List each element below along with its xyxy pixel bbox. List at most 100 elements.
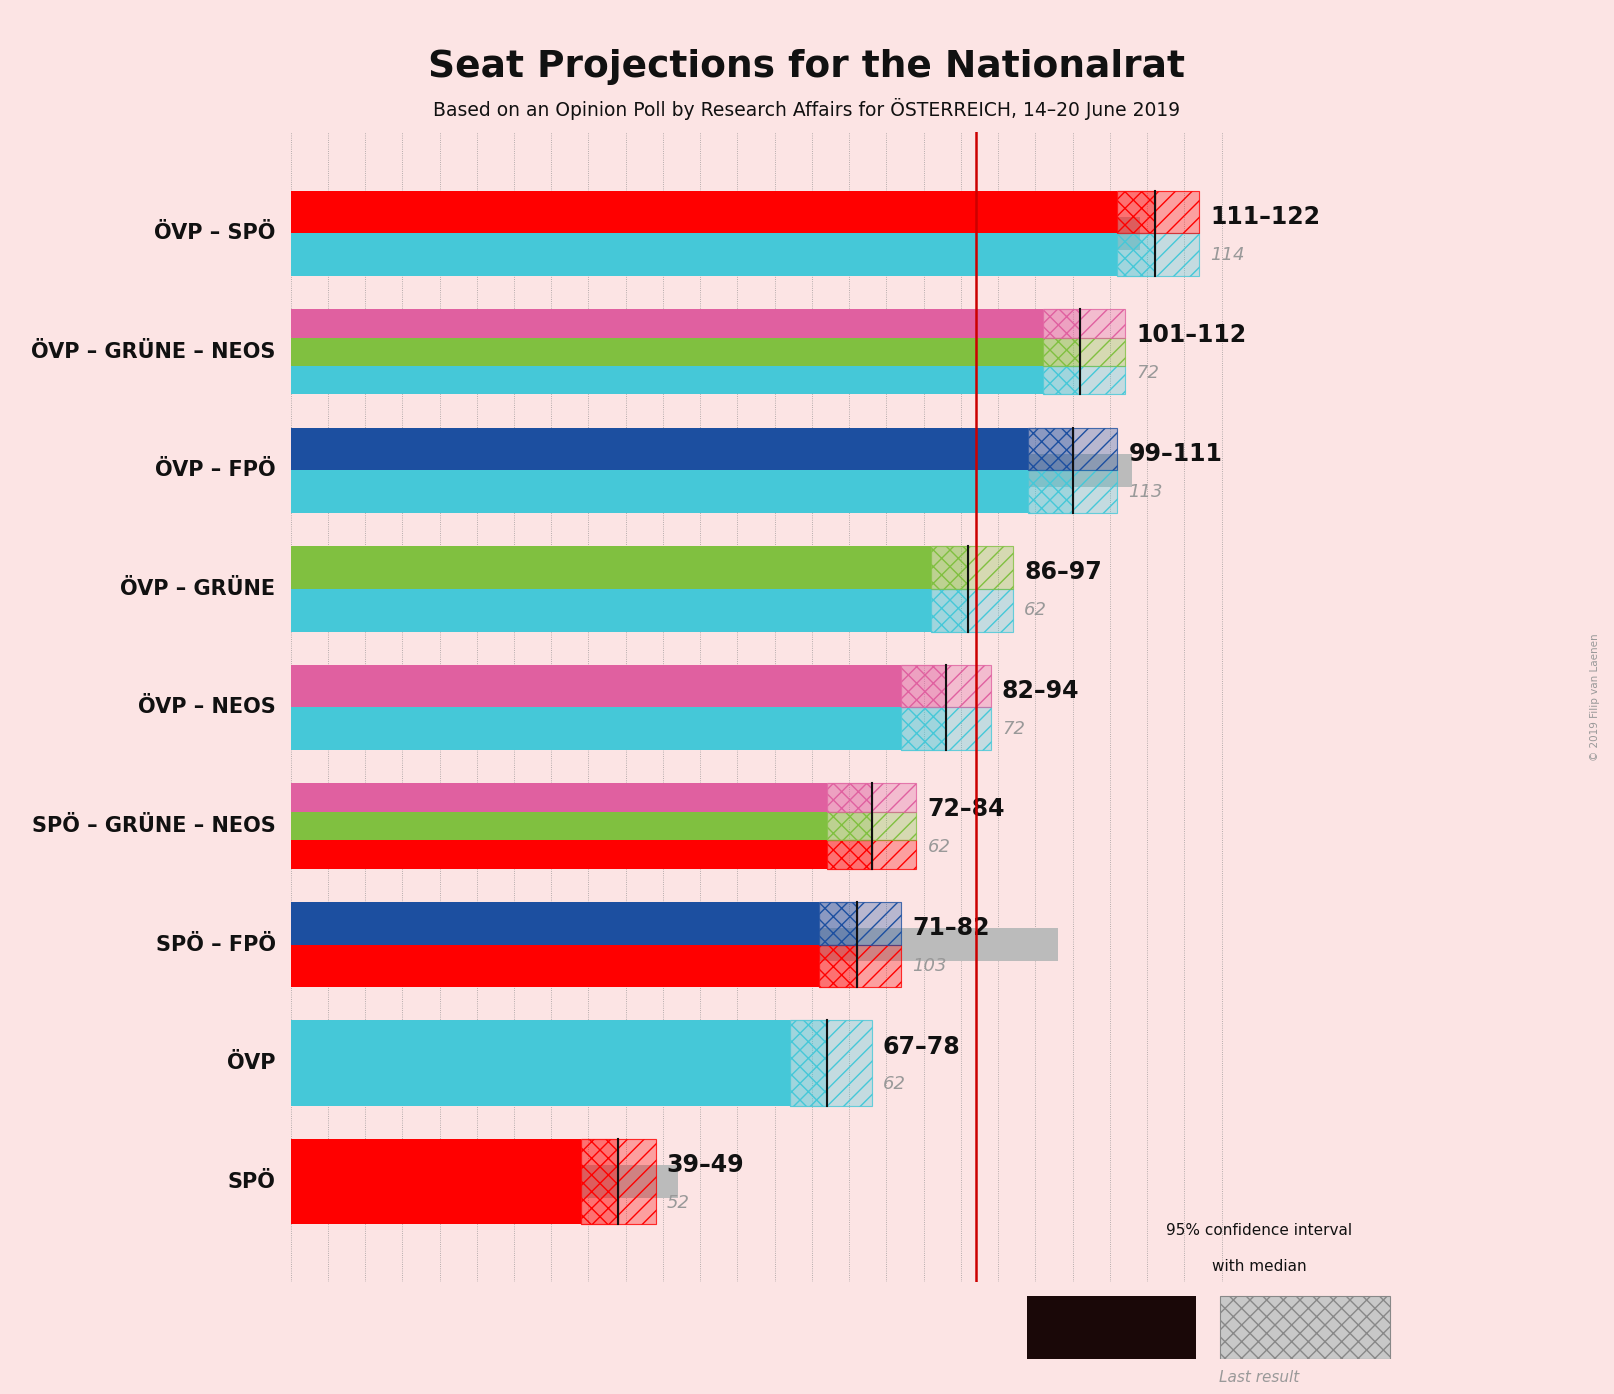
Bar — [826, 811, 872, 841]
Bar — [291, 588, 931, 631]
Bar — [901, 708, 946, 750]
Bar — [291, 216, 1139, 250]
Bar — [291, 573, 752, 605]
Bar — [1080, 337, 1125, 367]
Bar — [1028, 428, 1073, 470]
Text: 62: 62 — [928, 838, 951, 856]
Bar — [291, 191, 1117, 233]
Text: 103: 103 — [912, 956, 947, 974]
Bar — [826, 783, 872, 811]
Text: 86–97: 86–97 — [1025, 560, 1102, 584]
Bar — [1028, 428, 1073, 470]
Bar — [291, 810, 752, 842]
Bar — [1154, 191, 1199, 233]
Bar — [291, 428, 1028, 470]
Bar — [291, 367, 1043, 395]
Bar — [789, 1020, 826, 1105]
Bar — [1154, 233, 1199, 276]
Bar — [291, 335, 826, 368]
Bar — [291, 546, 931, 588]
Bar — [968, 588, 1014, 631]
Bar — [1073, 470, 1117, 513]
Bar — [291, 1139, 581, 1224]
Bar — [826, 1020, 872, 1105]
Text: ÖVP – FPÖ: ÖVP – FPÖ — [155, 460, 276, 481]
Bar — [1080, 309, 1125, 337]
Bar — [1073, 470, 1117, 513]
Bar — [826, 841, 872, 868]
Text: ÖVP: ÖVP — [228, 1052, 276, 1073]
Text: 72: 72 — [1002, 719, 1025, 737]
Text: 114: 114 — [1210, 245, 1244, 263]
Bar — [291, 708, 901, 750]
Bar — [291, 841, 826, 868]
Bar — [931, 546, 968, 588]
Bar — [291, 928, 1057, 962]
Bar — [901, 665, 946, 708]
Bar — [946, 708, 991, 750]
Bar — [872, 811, 917, 841]
Bar — [968, 546, 1014, 588]
Bar — [1080, 337, 1125, 367]
Text: 111–122: 111–122 — [1210, 205, 1320, 229]
Bar — [826, 811, 872, 841]
Text: 95% confidence interval: 95% confidence interval — [1165, 1223, 1353, 1238]
Text: 62: 62 — [883, 1076, 905, 1093]
Bar — [1080, 367, 1125, 395]
Bar — [826, 783, 872, 811]
Bar — [291, 1165, 678, 1199]
Bar — [1028, 470, 1073, 513]
Bar — [618, 1139, 655, 1224]
Text: ÖVP – GRÜNE – NEOS: ÖVP – GRÜNE – NEOS — [31, 342, 276, 362]
Bar — [1043, 367, 1080, 395]
Bar — [291, 945, 820, 987]
Bar — [1043, 337, 1080, 367]
Bar — [946, 708, 991, 750]
Bar — [946, 665, 991, 708]
Text: 99–111: 99–111 — [1128, 442, 1222, 466]
Text: SPÖ: SPÖ — [228, 1172, 276, 1192]
Text: 39–49: 39–49 — [667, 1153, 744, 1177]
Bar — [1027, 1296, 1196, 1359]
Text: Based on an Opinion Poll by Research Affairs for ÖSTERREICH, 14–20 June 2019: Based on an Opinion Poll by Research Aff… — [434, 98, 1180, 120]
Bar — [872, 841, 917, 868]
Text: 101–112: 101–112 — [1136, 323, 1246, 347]
Bar — [581, 1139, 618, 1224]
Text: SPÖ – FPÖ: SPÖ – FPÖ — [155, 934, 276, 955]
Bar — [291, 309, 1043, 337]
Bar — [291, 811, 826, 841]
Bar — [1117, 191, 1154, 233]
Bar — [857, 902, 901, 945]
Bar — [931, 588, 968, 631]
Text: © 2019 Filip van Laenen: © 2019 Filip van Laenen — [1590, 633, 1599, 761]
Bar — [618, 1139, 655, 1224]
Bar — [1028, 470, 1073, 513]
Text: SPÖ – GRÜNE – NEOS: SPÖ – GRÜNE – NEOS — [32, 815, 276, 836]
Bar — [291, 691, 826, 723]
Bar — [931, 588, 968, 631]
Bar — [1154, 191, 1199, 233]
Bar — [901, 665, 946, 708]
Bar — [968, 546, 1014, 588]
Text: 71–82: 71–82 — [912, 916, 989, 940]
Bar — [291, 902, 820, 945]
Bar — [1220, 1296, 1390, 1359]
Bar — [1080, 367, 1125, 395]
Bar — [291, 470, 1028, 513]
Bar — [820, 945, 857, 987]
Bar — [1080, 309, 1125, 337]
Bar — [789, 1020, 826, 1105]
Bar — [1043, 367, 1080, 395]
Bar — [1117, 233, 1154, 276]
Text: Last result: Last result — [1219, 1370, 1299, 1386]
Text: 67–78: 67–78 — [883, 1034, 960, 1058]
Bar — [1043, 337, 1080, 367]
Text: ÖVP – NEOS: ÖVP – NEOS — [137, 697, 276, 718]
Bar — [581, 1139, 618, 1224]
Bar — [872, 783, 917, 811]
Bar — [291, 1047, 752, 1080]
Bar — [1117, 233, 1154, 276]
Bar — [857, 945, 901, 987]
Bar — [291, 783, 826, 811]
Bar — [946, 665, 991, 708]
